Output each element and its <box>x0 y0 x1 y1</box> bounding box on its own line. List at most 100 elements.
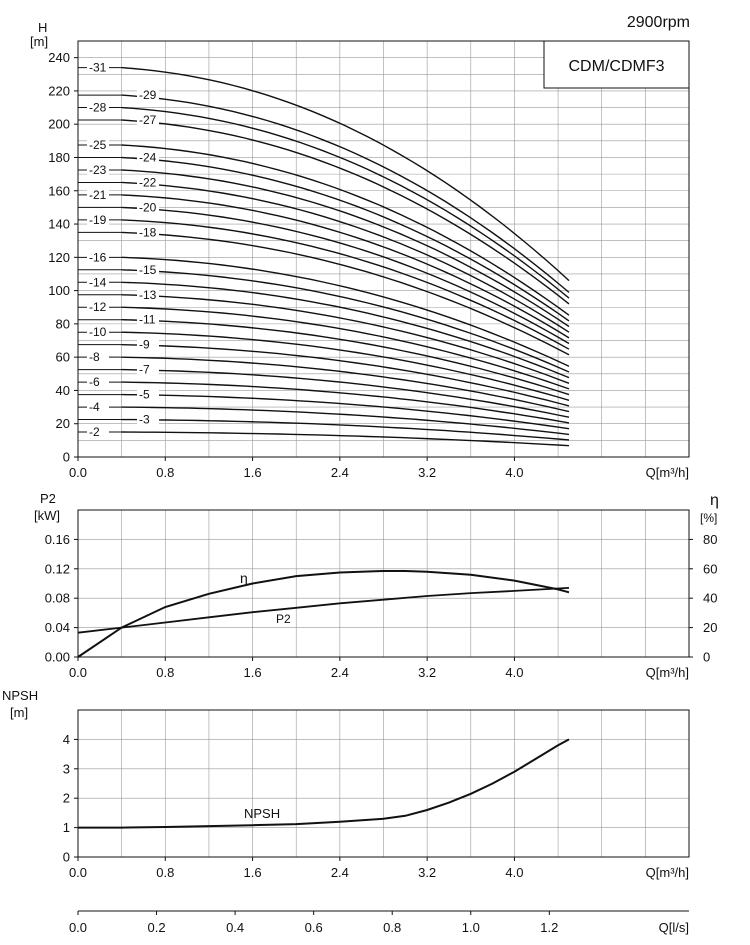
head-curve-stage-2 <box>121 431 570 447</box>
series-label-bg <box>137 113 159 127</box>
x-tick-label: 0.8 <box>156 665 174 680</box>
x-tick-label: 0.4 <box>226 920 244 935</box>
series-label-bg <box>87 275 109 289</box>
head-curve-stage-25 <box>121 144 570 316</box>
series-label-bg <box>87 138 109 151</box>
y2-tick-label: 60 <box>703 561 717 576</box>
series-label-bg <box>137 412 159 426</box>
x-tick-label: 1.6 <box>244 865 262 880</box>
x-tick-label: 4.0 <box>505 465 523 480</box>
series-label-npsh: NPSH <box>244 806 280 821</box>
head-curve-stage-9 <box>121 344 570 407</box>
y-axis-unit: [m] <box>10 705 28 720</box>
series-label-bg <box>137 200 159 214</box>
series-label: -2 <box>89 425 100 439</box>
series-label: -18 <box>139 225 157 239</box>
y-tick-label: 140 <box>48 217 70 232</box>
series-label-bg <box>87 212 109 226</box>
y-tick-label: 4 <box>63 732 70 747</box>
y-tick-label: 3 <box>63 761 70 776</box>
npsh-curve <box>78 738 570 829</box>
head-curve-stage-13 <box>121 294 570 384</box>
y2-axis-unit: [%] <box>700 511 717 525</box>
x-tick-label: 0.0 <box>69 865 87 880</box>
series-label-bg <box>137 225 159 239</box>
y-tick-label: 0.00 <box>45 650 70 665</box>
head-curve-stage-22 <box>121 181 570 333</box>
head-curve-stage-7 <box>121 368 570 418</box>
series-label: -16 <box>89 250 107 264</box>
y-axis-unit: [kW] <box>34 508 60 523</box>
y-tick-label: 80 <box>56 316 70 331</box>
series-label: -12 <box>89 300 107 314</box>
y2-tick-label: 80 <box>703 532 717 547</box>
y-tick-label: 0 <box>63 850 70 865</box>
series-label-bg <box>137 287 159 301</box>
y-axis-label: P2 <box>40 491 56 506</box>
y-axis-label: NPSH <box>2 688 38 703</box>
x-tick-label: 4.0 <box>505 865 523 880</box>
power-curve <box>77 587 570 634</box>
x-tick-label: 0.8 <box>156 465 174 480</box>
x-axis-label: Q[m³/h] <box>646 665 689 680</box>
head-curve-stage-23 <box>121 169 570 328</box>
series-label-power: P2 <box>276 612 291 626</box>
flow-ls-axis: 0.0 0.2 0.4 0.6 0.8 1.0 1.2 Q[l/s] <box>69 910 689 935</box>
series-label: -5 <box>139 388 150 402</box>
y-tick-label: 180 <box>48 150 70 165</box>
head-curve-stage-19 <box>121 219 570 350</box>
speed-label: 2900rpm <box>627 14 690 31</box>
head-curve-stage-15 <box>121 269 570 373</box>
x-tick-label: 1.6 <box>244 465 262 480</box>
x-tick-label: 2.4 <box>331 665 349 680</box>
series-label-bg <box>137 337 159 351</box>
series-label: -21 <box>89 188 107 202</box>
series-label-bg <box>87 400 109 414</box>
x-axis-label: Q[m³/h] <box>646 865 689 880</box>
head-curve-stage-16 <box>121 256 570 367</box>
head-curve-stage-31 <box>121 66 570 282</box>
x-tick-label: 0.8 <box>383 920 401 935</box>
series-label-bg <box>137 312 159 326</box>
series-label: -15 <box>139 263 157 277</box>
x-tick-label: 3.2 <box>418 865 436 880</box>
x-tick-label: 4.0 <box>505 665 523 680</box>
head-curve-stage-5 <box>121 393 570 430</box>
x-tick-label: 0.0 <box>69 665 87 680</box>
head-curve-stage-10 <box>121 331 570 401</box>
y-tick-label: 0.16 <box>45 532 70 547</box>
head-curve-stage-12 <box>121 306 570 390</box>
plot-frame <box>77 509 690 658</box>
head-curve-stage-24 <box>121 156 570 322</box>
series-label: -10 <box>89 325 107 339</box>
y2-tick-label: 0 <box>703 650 710 665</box>
x-tick-label: 0.8 <box>156 865 174 880</box>
series-label: -7 <box>139 363 150 377</box>
series-label-bg <box>137 150 159 164</box>
head-curve-stage-29 <box>121 94 570 293</box>
npsh-panel: NPSH [m] Q[m³/h] 0 1 2 3 4 0.0 0.8 1.6 2.4 3.2 4.0 NPS… <box>2 688 690 880</box>
series-label: -14 <box>89 275 107 289</box>
series-label-bg <box>137 88 159 102</box>
series-label-bg <box>87 325 109 339</box>
series-label-bg <box>137 362 159 376</box>
x-tick-label: 1.0 <box>462 920 480 935</box>
head-curve-stage-3 <box>121 418 570 441</box>
series-label: -9 <box>139 338 150 352</box>
efficiency-curve <box>77 570 570 658</box>
x-tick-label: 0.2 <box>148 920 166 935</box>
series-label-bg <box>87 60 109 74</box>
x-axis-label: Q[l/s] <box>659 920 689 935</box>
x-axis-label: Q[m³/h] <box>646 465 689 480</box>
power-efficiency-panel: P2 [kW] η [%] Q[m³/h] 0.00 0.04 0.08 0.12 0.16 0 20… <box>34 491 719 680</box>
series-label: -3 <box>139 413 150 427</box>
head-panel: CDM/CDMF3 H[m] Q[m³/h] 0 20 40 60 80 100 120 140 16… <box>30 20 690 480</box>
plot-frame <box>77 709 690 858</box>
series-label: -4 <box>89 400 100 414</box>
series-label-bg <box>137 387 159 401</box>
x-tick-label: 0.6 <box>305 920 323 935</box>
x-tick-label: 3.2 <box>418 665 436 680</box>
head-curve-stage-6 <box>121 381 570 424</box>
series-label-bg <box>137 175 159 189</box>
